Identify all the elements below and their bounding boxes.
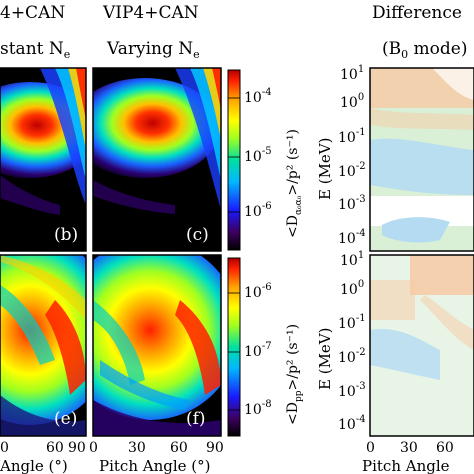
heatmap-panel-e [0, 255, 86, 436]
x-tick-label: 60 [170, 440, 188, 456]
x-axis-label-col1: Angle (°) [0, 457, 68, 474]
colorbar-bottom-label: <Dpp>/p² (s⁻¹) [285, 324, 304, 425]
col1-title-line2: stant Ne [0, 39, 70, 61]
x-tick-label: 30 [400, 440, 418, 456]
colorbar-top [227, 69, 241, 251]
x-axis-label-col2: Pitch Angle (°) [99, 457, 211, 474]
y-tick-label: 10-4 [338, 414, 366, 433]
x-tick-label: 90 [68, 440, 86, 456]
panel-label-c: (c) [186, 225, 209, 245]
difference-top-frame [369, 67, 474, 252]
y-tick-label: 10-2 [338, 347, 366, 366]
y-tick-label: 10-4 [338, 228, 366, 247]
difference-bottom-frame [369, 254, 474, 437]
x-tick-label: 0 [89, 440, 98, 456]
col3-title-line1: Difference [372, 3, 462, 23]
col1-title-line1: 4+CAN [0, 3, 65, 23]
panel-label-f: (f) [186, 409, 206, 429]
y-tick-label: 10-2 [338, 161, 366, 180]
heatmap-panel-b [0, 68, 86, 251]
y-tick-label: 10-1 [338, 127, 366, 146]
heatmap-difference-top [370, 68, 474, 251]
y-tick-label: 101 [340, 250, 364, 269]
colorbar-bottom-tick-label: 10-7 [244, 341, 272, 360]
col2-title-line2: Varying Ne [106, 39, 200, 61]
colorbar-bottom [227, 257, 241, 437]
heatmap-panel-f [93, 255, 221, 436]
panel-label-b: (b) [54, 225, 78, 245]
colorbar-bottom-tick-label: 10-8 [244, 399, 272, 418]
x-tick-label: 60 [46, 440, 64, 456]
y-axis-label-top: E (MeV) [316, 138, 334, 201]
panel-b-frame [0, 67, 87, 252]
y-axis-label-bottom: E (MeV) [316, 328, 334, 391]
panel-f-frame [92, 254, 222, 437]
colorbar-top-tick-label: 10-4 [244, 87, 272, 106]
colorbar-top-label: <Dα₀α₀>/p² (s⁻¹) [285, 129, 304, 238]
x-tick-label: 0 [0, 440, 9, 456]
y-tick-label: 10-3 [338, 381, 366, 400]
y-tick-label: 10-3 [338, 194, 366, 213]
y-tick-label: 10-1 [338, 313, 366, 332]
y-tick-label: 100 [340, 279, 364, 298]
y-ticks-difference-bottom: 101 100 10-1 10-2 10-3 10-4 [338, 250, 366, 433]
x-tick-label: 90 [206, 440, 224, 456]
panel-label-e: (e) [54, 409, 77, 429]
panel-c-frame [92, 67, 222, 252]
x-tick-label: 0 [366, 440, 375, 456]
colorbar-top-tick-label: 10-5 [244, 146, 272, 165]
col2-title-line1: VIP4+CAN [102, 3, 199, 23]
x-axis-label-col3: Pitch Angle [362, 457, 450, 474]
x-tick-label: 60 [436, 440, 454, 456]
y-tick-label: 101 [340, 64, 364, 83]
heatmap-difference-bottom [370, 255, 474, 436]
y-tick-label: 100 [340, 92, 364, 111]
colorbar-bottom-tick-label: 10-6 [244, 282, 272, 301]
colorbar-top-tick-label: 10-6 [244, 201, 272, 220]
col3-title-line2: (B0 mode) [382, 39, 467, 61]
heatmap-panel-c [93, 68, 221, 251]
panel-e-frame [0, 254, 87, 437]
y-ticks-difference-top: 101 100 10-1 10-2 10-3 10-4 [338, 64, 366, 247]
x-tick-label: 30 [128, 440, 146, 456]
